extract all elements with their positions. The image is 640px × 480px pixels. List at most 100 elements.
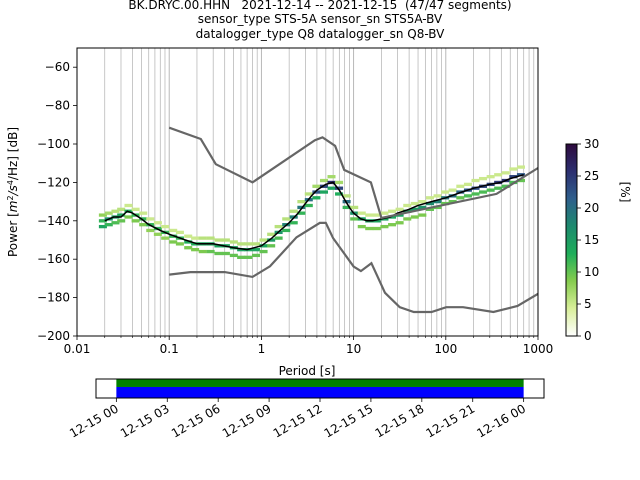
density-cell (304, 203, 313, 208)
density-cell (425, 196, 434, 200)
colorbar-tick-label: 20 (584, 201, 599, 215)
density-cell (418, 200, 427, 204)
density-cell (139, 223, 148, 227)
density-cell (221, 238, 230, 242)
density-cell (98, 213, 107, 217)
density-cell (297, 211, 306, 215)
nhnm-curve (168, 126, 538, 220)
density-cell (319, 190, 329, 194)
density-cell (433, 205, 442, 210)
x-tick-label: 1 (258, 342, 266, 356)
density-cell (237, 242, 246, 246)
colorbar-tick-label: 15 (584, 233, 599, 247)
density-cell (198, 236, 207, 240)
timeline-tick-label: 12-15 03 (118, 401, 172, 440)
density-cell (161, 236, 170, 240)
density-cell (448, 200, 457, 204)
density-cell (237, 248, 246, 252)
colorbar-tick-label: 0 (584, 329, 592, 343)
x-tick-label: 10 (346, 342, 361, 356)
y-tick-label: −80 (45, 99, 70, 113)
density-cell (410, 201, 419, 206)
timeline-tick-label: 12-15 06 (169, 401, 223, 440)
density-cell (124, 203, 133, 208)
colorbar-label: [%] (618, 182, 632, 203)
y-axis-ticks: −200 −180 −160 −140 −120 −100 −80 −60 (37, 60, 77, 343)
density-cell (146, 228, 155, 233)
density-cell (350, 217, 359, 221)
timeline-tick-label: 12-15 09 (220, 401, 274, 440)
density-cell (259, 249, 268, 254)
density-cell (252, 242, 261, 246)
y-tick-label: −60 (45, 60, 70, 74)
y-tick-label: −160 (37, 252, 70, 266)
density-cell (117, 207, 126, 211)
density-cell (169, 228, 178, 233)
density-cell (267, 238, 276, 242)
density-cell (319, 178, 329, 183)
density-cell (229, 240, 238, 244)
density-cell (388, 215, 397, 219)
colorbar-ticks: 0 5 10 15 20 25 30 (577, 137, 599, 343)
density-cell (139, 211, 148, 215)
density-cell (259, 244, 268, 248)
density-cell (425, 207, 434, 211)
plot-frame (76, 47, 539, 337)
density-cell (516, 178, 525, 183)
density-cell (486, 188, 495, 192)
density-cell (131, 207, 140, 211)
mode-curve (104, 173, 524, 251)
colorbar: 0 5 10 15 20 25 30 [%] (565, 137, 632, 343)
density-cell (312, 184, 321, 188)
colorbar-gradient (565, 143, 578, 337)
density-cell (206, 236, 215, 240)
density-cell (214, 238, 223, 242)
plot-grid (104, 48, 535, 336)
density-cell (380, 224, 389, 229)
density-cell (350, 205, 359, 210)
timeline-tick-label: 12-15 12 (271, 401, 325, 440)
density-cell (252, 248, 261, 252)
density-cell (433, 194, 442, 198)
density-cell (229, 253, 238, 258)
density-cell (380, 211, 389, 215)
density-cell (237, 255, 246, 259)
density-cell (403, 203, 412, 208)
density-cell (312, 196, 321, 200)
colorbar-tick-label: 5 (584, 297, 592, 311)
density-cell (327, 186, 336, 190)
y-axis-label: Power [m2/s4/Hz] [dB] (6, 127, 21, 257)
reference-curves (104, 126, 538, 314)
density-cell (104, 223, 113, 227)
density-cell (274, 224, 283, 229)
density-cell (206, 249, 215, 254)
density-cell (478, 176, 488, 181)
density-cell (259, 238, 268, 242)
y-tick-label: −200 (37, 329, 70, 343)
timeline-bar-coverage (116, 386, 524, 398)
density-cell (494, 186, 503, 190)
density-cell (335, 186, 344, 190)
density-cell (388, 223, 397, 227)
density-cell (131, 219, 140, 223)
density-cell (139, 217, 148, 221)
timeline-bar-segments (116, 379, 524, 387)
density-cell (191, 248, 200, 252)
density-cell (418, 205, 427, 210)
density-cell (410, 207, 419, 211)
x-tick-label: 0.01 (64, 342, 91, 356)
density-cell (153, 221, 162, 225)
nlnm-curve (169, 221, 538, 314)
density-cell (365, 213, 374, 217)
density-cell (184, 234, 193, 238)
density-cell (244, 255, 253, 259)
density-cell (214, 244, 223, 248)
density-cell (244, 242, 253, 246)
density-cell (433, 200, 442, 204)
title-line-2: sensor_type STS-5A sensor_sn STS5A-BV (197, 12, 443, 26)
density-cell (463, 182, 472, 187)
density-cell (312, 190, 321, 194)
density-cell (98, 224, 107, 229)
